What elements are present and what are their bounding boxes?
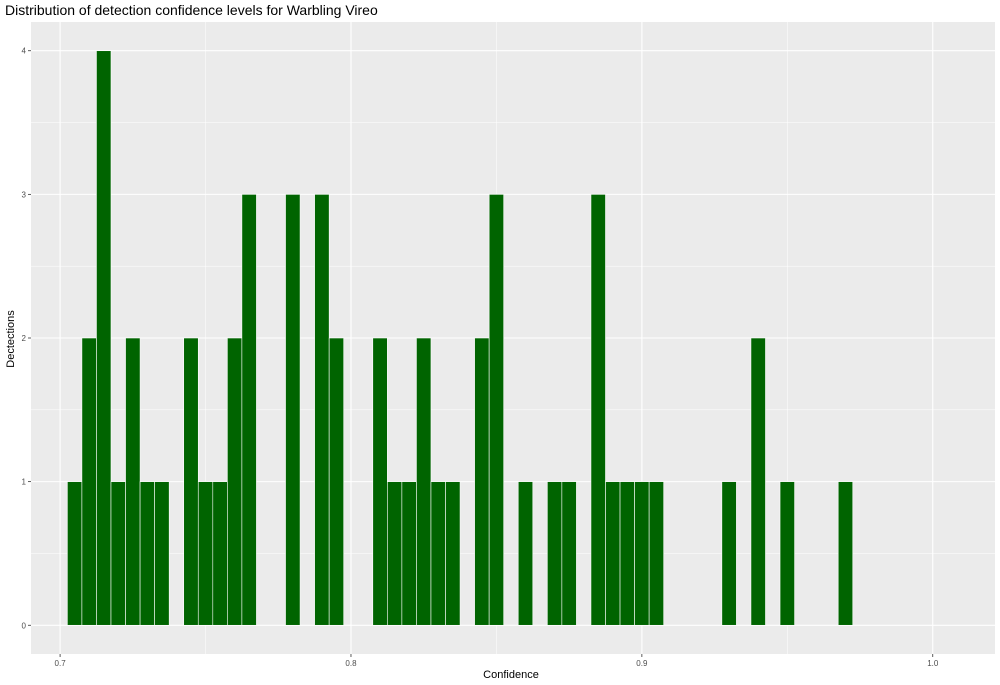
bars-group — [67, 50, 854, 626]
histogram-bar — [634, 481, 650, 626]
histogram-bar — [547, 481, 563, 626]
histogram-bar — [605, 481, 621, 626]
x-tick-label: 0.8 — [345, 659, 357, 668]
x-tick-label: 0.9 — [636, 659, 648, 668]
histogram-bar — [779, 481, 795, 626]
histogram-bar — [401, 481, 417, 626]
y-axis-label: Dectections — [5, 310, 17, 368]
histogram-bar — [590, 194, 606, 626]
y-tick-label: 1 — [22, 478, 27, 487]
histogram-bar — [139, 481, 155, 626]
histogram-bar — [474, 337, 490, 626]
histogram-bar — [517, 481, 534, 626]
histogram-bar — [197, 481, 214, 626]
histogram-bar — [750, 337, 766, 626]
histogram-bar — [445, 481, 461, 626]
histogram-bar — [648, 481, 664, 626]
histogram-bar — [416, 337, 432, 626]
x-axis-ticks: 0.7 0.8 0.9 1.0 — [55, 654, 939, 668]
histogram-bar — [721, 481, 737, 626]
chart-title: Distribution of detection confidence lev… — [5, 2, 378, 18]
histogram-bar — [227, 337, 243, 626]
histogram-bar — [314, 194, 330, 626]
histogram-bar — [125, 337, 141, 626]
x-axis-label: Confidence — [483, 669, 539, 681]
y-tick-label: 4 — [22, 47, 27, 56]
histogram-bar — [154, 481, 170, 626]
x-tick-label: 0.7 — [55, 659, 67, 668]
histogram-bar — [372, 337, 388, 626]
y-axis-ticks: 0 1 2 3 4 — [22, 47, 31, 630]
histogram-bar — [285, 194, 301, 626]
histogram-bar — [183, 337, 199, 626]
histogram-bar — [619, 481, 635, 626]
histogram-bar — [488, 194, 504, 626]
histogram-bar — [67, 481, 83, 626]
histogram-bar — [81, 337, 97, 626]
y-tick-label: 0 — [22, 621, 27, 630]
histogram-bar — [430, 481, 446, 626]
histogram-bar — [837, 481, 854, 626]
histogram-bar — [212, 481, 228, 626]
y-tick-label: 2 — [22, 334, 27, 343]
histogram-bar — [387, 481, 403, 626]
histogram-bar — [561, 481, 577, 626]
histogram-bar — [96, 50, 112, 626]
x-tick-label: 1.0 — [927, 659, 939, 668]
histogram-bar — [110, 481, 126, 626]
y-tick-label: 3 — [22, 190, 27, 199]
histogram-bar — [328, 337, 345, 626]
histogram-bar — [241, 194, 257, 626]
